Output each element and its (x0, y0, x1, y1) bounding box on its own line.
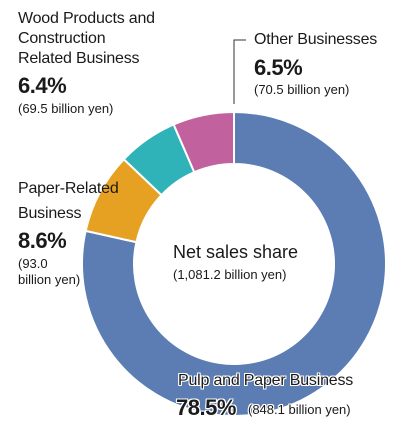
wood-products-name-line2: Construction (18, 30, 106, 47)
other-businesses-amount: (70.5 billion yen) (254, 82, 350, 97)
paper-related-share: 8.6% (18, 228, 67, 253)
other-businesses-share: 6.5% (254, 55, 303, 80)
wood-products-name-line1: Wood Products and (18, 10, 155, 27)
other-leader-line (233, 39, 246, 104)
pulp-paper-name: Pulp and Paper Business (178, 372, 354, 389)
center-subtitle: (1,081.2 billion yen) (173, 267, 287, 282)
paper-related-name-line2: Business (18, 205, 82, 222)
slice-other-businesses (172, 110, 235, 174)
wood-products-amount: (69.5 billion yen) (18, 101, 114, 116)
wood-products-share: 6.4% (18, 73, 67, 98)
paper-related-amount-line2: billion yen) (18, 272, 81, 287)
other-businesses-name: Other Businesses (254, 31, 378, 48)
pulp-paper-amount: (848.1 billion yen) (248, 402, 351, 417)
center-title: Net sales share (173, 242, 299, 262)
slice-pulp-and-paper (81, 110, 387, 417)
paper-related-name-line1: Paper-Related (18, 180, 119, 197)
paper-related-amount-line1: (93.0 (18, 256, 48, 271)
donut-slices (81, 110, 387, 417)
pulp-paper-share: 78.5% (176, 395, 236, 420)
wood-products-name-line3: Related Business (18, 50, 140, 67)
